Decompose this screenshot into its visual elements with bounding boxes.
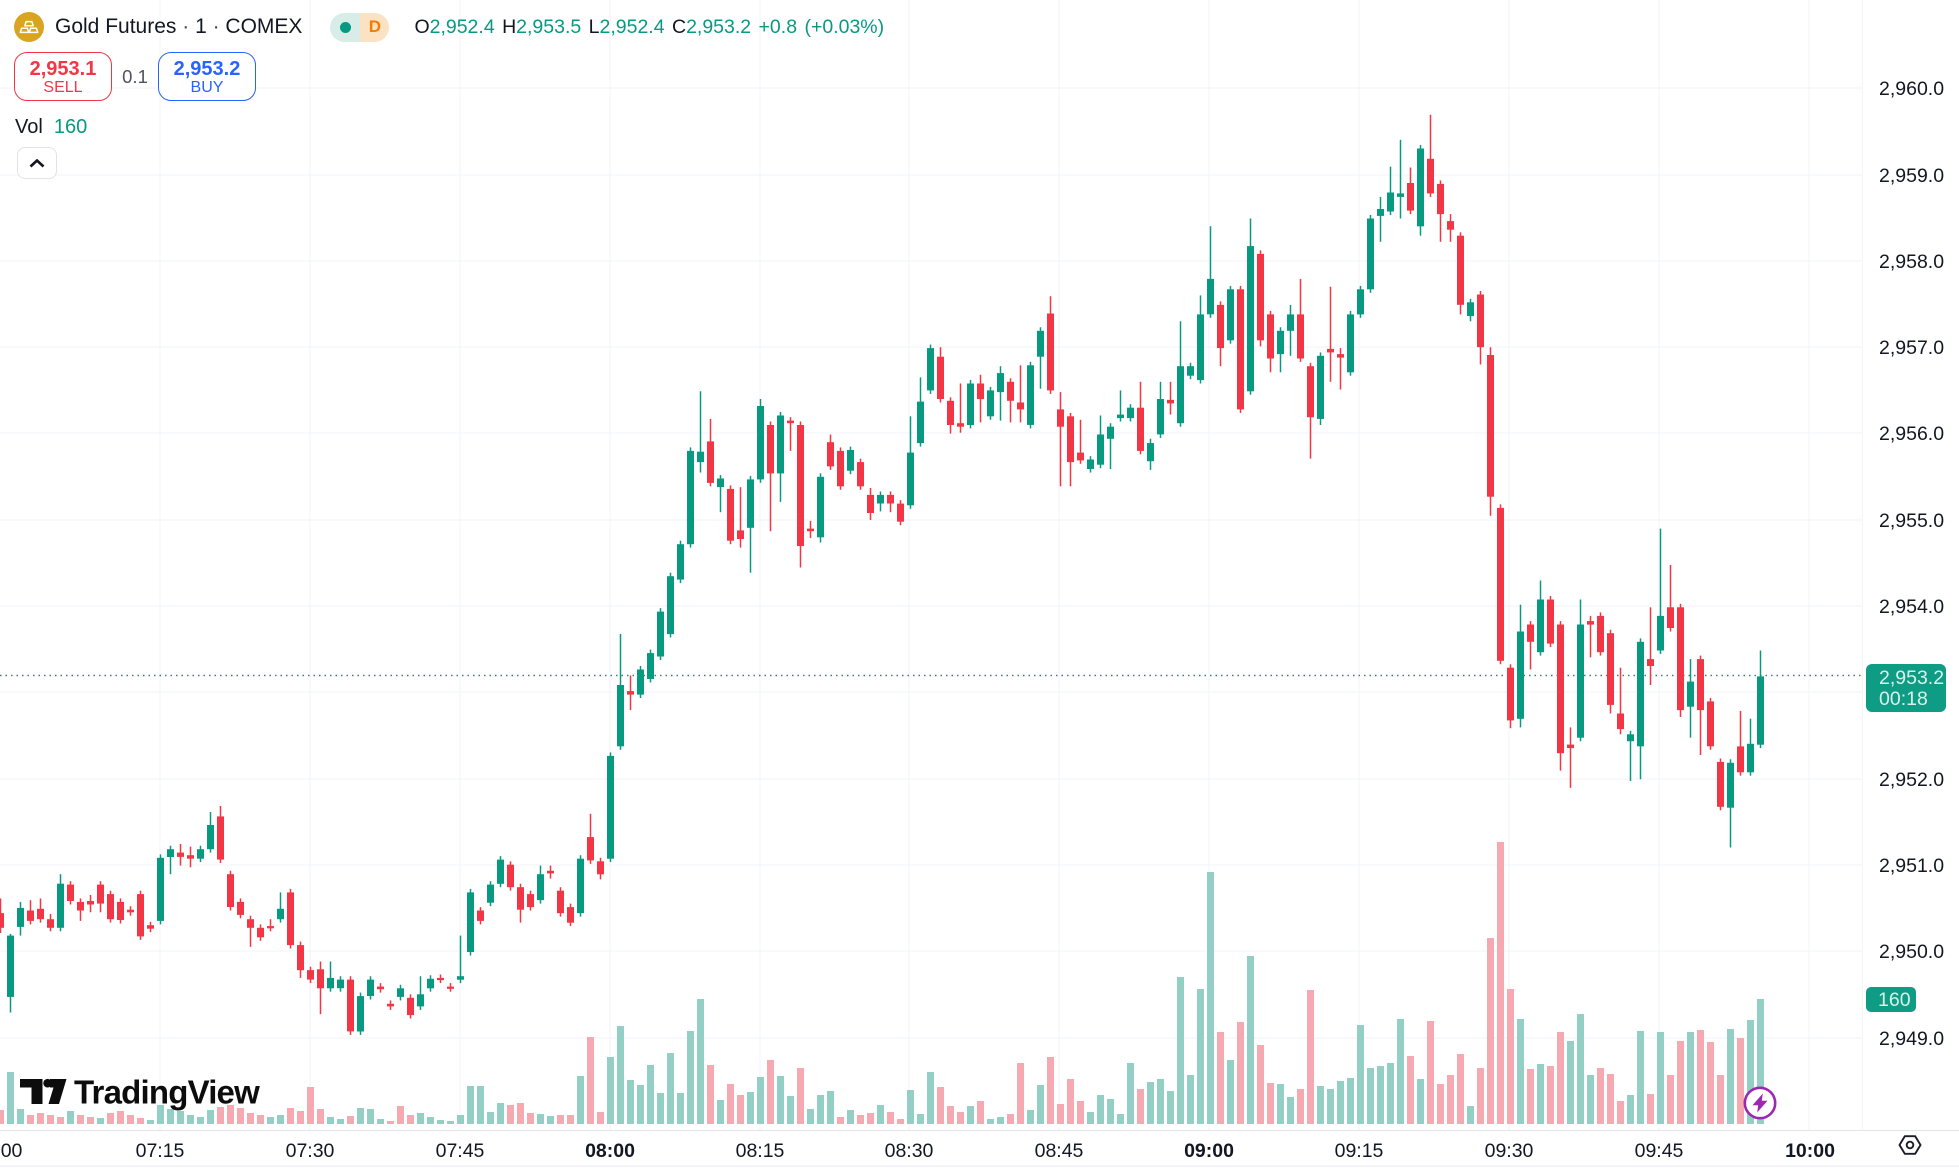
svg-text:07:30: 07:30 — [286, 1140, 335, 1162]
svg-text:07:15: 07:15 — [136, 1140, 185, 1162]
svg-text:08:45: 08:45 — [1035, 1140, 1084, 1162]
svg-text:2,954.0: 2,954.0 — [1879, 596, 1944, 618]
svg-text:160: 160 — [1878, 989, 1911, 1011]
svg-text:08:00: 08:00 — [585, 1140, 635, 1162]
svg-text:2,953.2: 2,953.2 — [1879, 667, 1944, 689]
svg-text:2,959.0: 2,959.0 — [1879, 165, 1944, 187]
svg-text:2,949.0: 2,949.0 — [1879, 1028, 1944, 1050]
svg-text:2,955.0: 2,955.0 — [1879, 510, 1944, 532]
svg-text:07:00: 07:00 — [0, 1140, 23, 1162]
svg-text:09:15: 09:15 — [1335, 1140, 1384, 1162]
svg-text:00:18: 00:18 — [1879, 688, 1928, 710]
svg-text:2,958.0: 2,958.0 — [1879, 251, 1944, 273]
svg-text:2,951.0: 2,951.0 — [1879, 855, 1944, 877]
svg-text:2,960.0: 2,960.0 — [1879, 78, 1944, 100]
svg-text:2,957.0: 2,957.0 — [1879, 337, 1944, 359]
svg-text:2,952.0: 2,952.0 — [1879, 769, 1944, 791]
svg-text:09:30: 09:30 — [1485, 1140, 1534, 1162]
svg-text:TradingView: TradingView — [74, 1074, 260, 1111]
svg-text:2,950.0: 2,950.0 — [1879, 941, 1944, 963]
svg-text:2,956.0: 2,956.0 — [1879, 423, 1944, 445]
svg-text:08:30: 08:30 — [885, 1140, 934, 1162]
svg-text:09:00: 09:00 — [1184, 1140, 1234, 1162]
svg-text:07:45: 07:45 — [436, 1140, 485, 1162]
svg-text:08:15: 08:15 — [736, 1140, 785, 1162]
svg-text:09:45: 09:45 — [1635, 1140, 1684, 1162]
svg-text:10:00: 10:00 — [1785, 1140, 1835, 1162]
